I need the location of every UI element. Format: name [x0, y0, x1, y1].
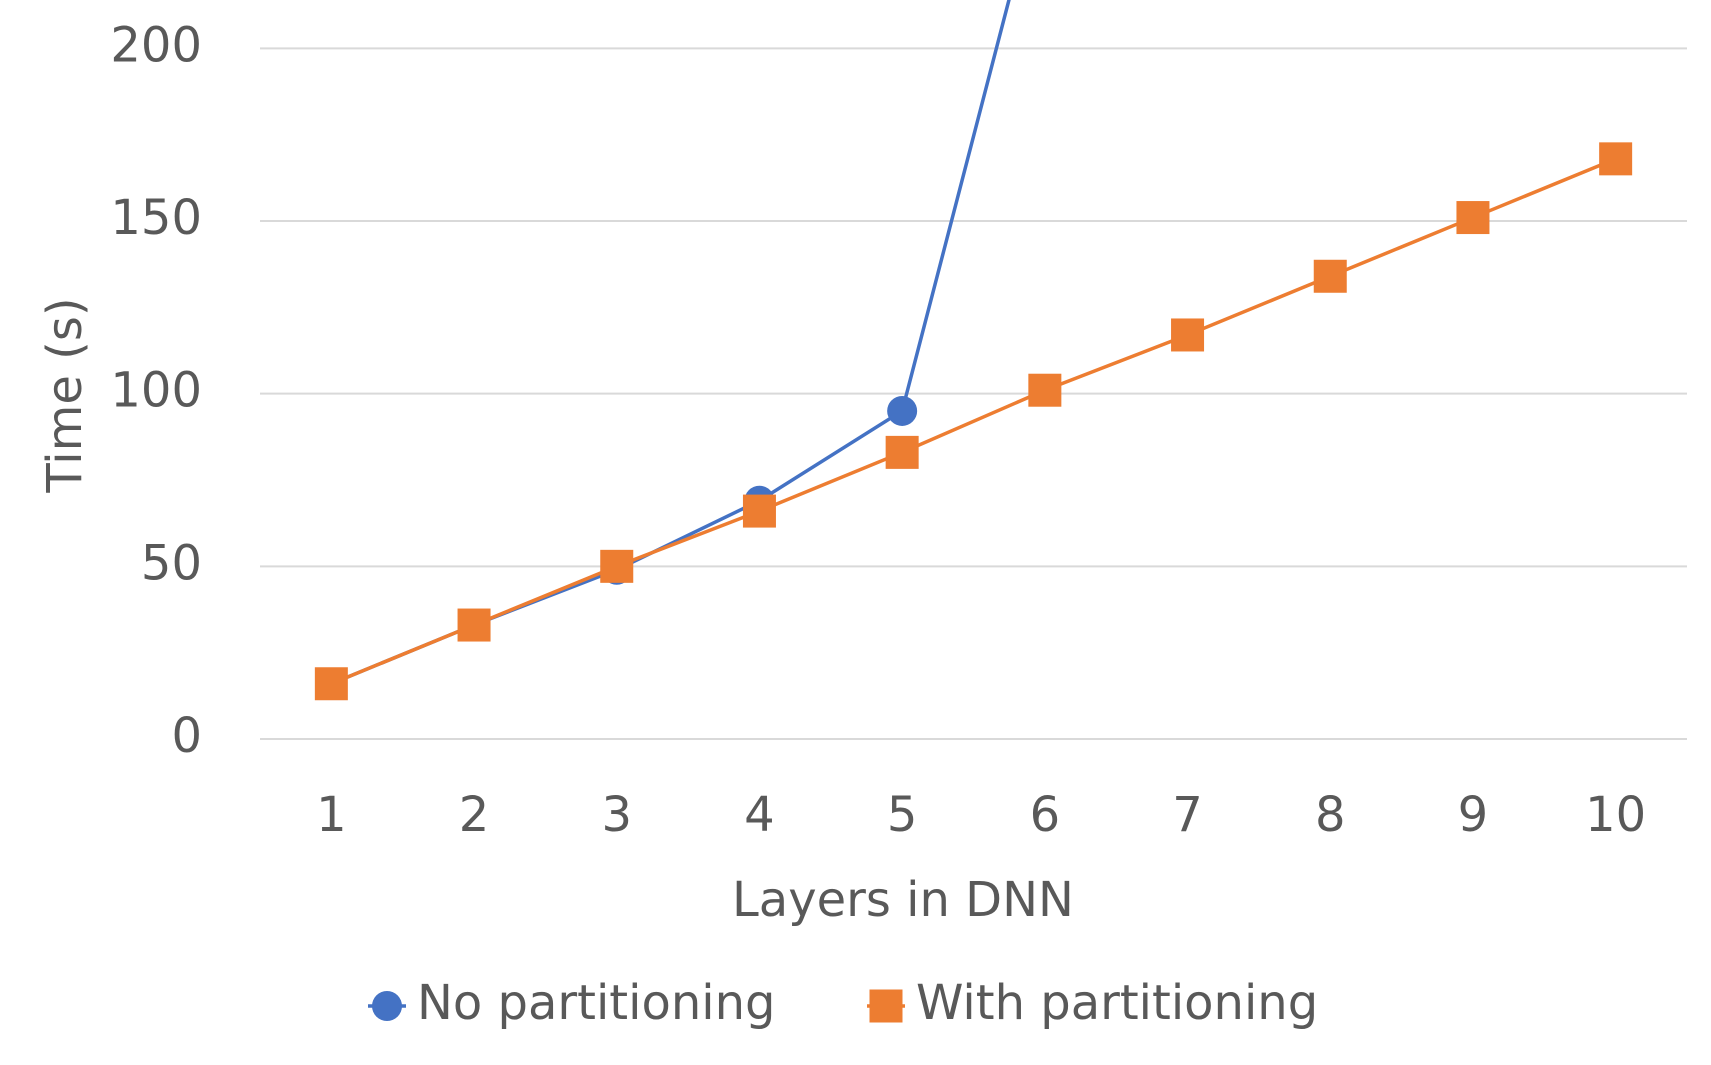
point	[1313, 259, 1347, 293]
x-tick-label: 7	[1172, 787, 1203, 843]
series-line	[330, 157, 1617, 686]
point	[314, 667, 348, 701]
y-tick-label: 100	[110, 363, 202, 419]
point	[885, 435, 919, 469]
point	[1028, 373, 1062, 407]
legend: No partitioning With partitioning	[368, 975, 1318, 1031]
x-tick-label: 8	[1315, 787, 1346, 843]
grid	[260, 47, 1687, 740]
series-layer	[314, 0, 1633, 701]
point	[1599, 142, 1633, 176]
x-tick-label: 4	[744, 787, 775, 843]
y-tick-label: 0	[171, 708, 202, 764]
point	[1171, 318, 1205, 352]
x-tick-label: 9	[1458, 787, 1489, 843]
y-tick-label: 50	[141, 535, 202, 591]
point	[742, 494, 776, 528]
x-tick-label: 1	[316, 787, 347, 843]
point	[600, 549, 634, 583]
point	[887, 395, 918, 426]
legend-marker	[372, 991, 402, 1021]
y-tick-label: 150	[110, 190, 202, 246]
x-tick-label: 2	[459, 787, 490, 843]
x-tick-label: 6	[1030, 787, 1061, 843]
legend-label: No partitioning	[417, 975, 775, 1031]
series-line	[330, 0, 1011, 686]
y-axis-title: Time (s)	[37, 297, 93, 493]
x-axis-title: Layers in DNN	[732, 872, 1074, 928]
y-tick-label: 200	[110, 17, 202, 73]
point	[457, 608, 491, 642]
point	[1456, 201, 1490, 235]
legend-marker	[869, 989, 903, 1023]
x-tick-label: 3	[601, 787, 632, 843]
x-tick-label: 10	[1585, 787, 1646, 843]
x-tick-label: 5	[887, 787, 918, 843]
legend-label: With partitioning	[916, 975, 1318, 1031]
